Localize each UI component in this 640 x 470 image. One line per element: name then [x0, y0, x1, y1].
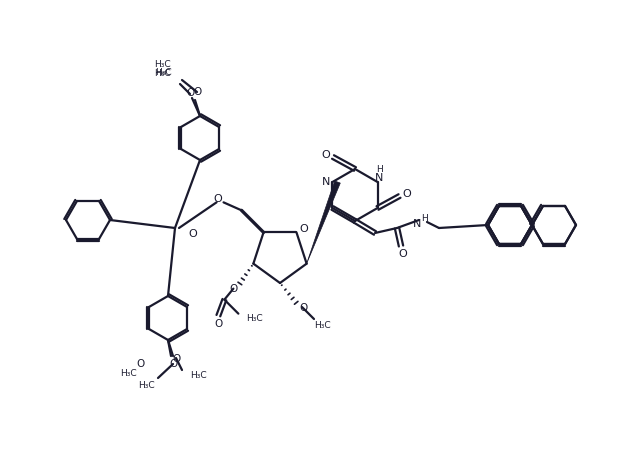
Text: N: N: [375, 173, 384, 183]
Text: O: O: [214, 319, 223, 329]
Text: N: N: [413, 219, 421, 229]
Text: O: O: [169, 359, 177, 369]
Text: O: O: [322, 150, 330, 160]
Text: O: O: [299, 303, 307, 313]
Text: O: O: [186, 88, 194, 98]
Text: O: O: [189, 229, 197, 239]
Text: O: O: [299, 224, 308, 235]
Text: O: O: [213, 195, 222, 204]
Text: H₃C: H₃C: [138, 382, 154, 391]
Text: H₃C: H₃C: [120, 368, 136, 377]
Text: H: H: [376, 165, 383, 174]
Text: H₃C: H₃C: [156, 68, 172, 77]
Text: H₃C: H₃C: [246, 314, 262, 323]
Text: H₃C: H₃C: [154, 69, 170, 78]
Polygon shape: [307, 181, 340, 264]
Text: O: O: [172, 354, 180, 364]
Text: H₃C: H₃C: [190, 371, 207, 381]
Text: O: O: [399, 249, 408, 259]
Text: H₃C: H₃C: [314, 321, 330, 329]
Text: O: O: [402, 189, 411, 199]
Text: N: N: [323, 177, 331, 187]
Text: O: O: [229, 284, 237, 294]
Text: H₃C: H₃C: [154, 60, 170, 69]
Text: O: O: [193, 87, 201, 97]
Text: H: H: [420, 213, 428, 222]
Text: O: O: [136, 359, 144, 369]
